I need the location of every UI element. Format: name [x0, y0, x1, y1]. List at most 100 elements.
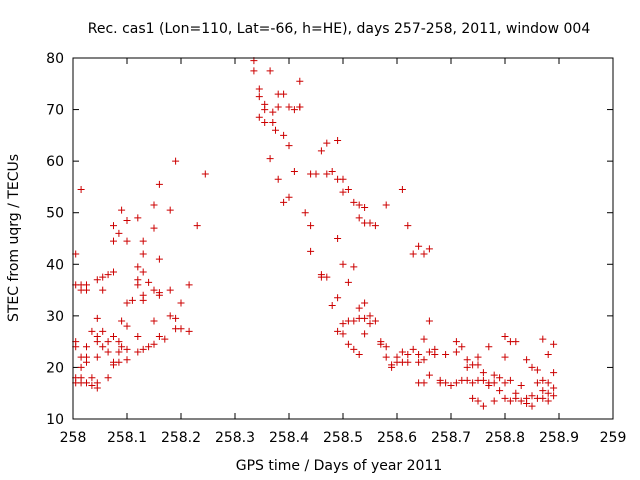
data-point: [134, 332, 142, 340]
data-point: [366, 312, 374, 320]
data-point: [110, 237, 117, 245]
data-point: [350, 345, 358, 353]
x-tick-label: 258.6: [377, 430, 417, 446]
data-point: [404, 358, 412, 366]
data-point: [544, 351, 552, 359]
data-point: [344, 340, 352, 348]
data-point: [512, 338, 520, 346]
data-points: [72, 57, 558, 410]
data-point: [550, 369, 558, 377]
data-point: [77, 186, 85, 194]
data-point: [420, 356, 428, 364]
data-point: [474, 361, 482, 369]
data-point: [93, 338, 101, 346]
data-point: [544, 379, 552, 387]
data-point: [339, 260, 347, 268]
data-point: [118, 317, 126, 325]
data-point: [290, 106, 298, 114]
data-point: [528, 363, 536, 371]
data-point: [99, 273, 107, 281]
data-point: [155, 255, 163, 263]
data-point: [420, 335, 428, 343]
data-point: [115, 229, 123, 237]
data-point: [161, 335, 169, 343]
data-point: [425, 371, 433, 379]
data-point: [99, 327, 107, 335]
data-point: [250, 67, 258, 75]
data-point: [88, 374, 96, 382]
data-point: [123, 356, 131, 364]
data-point: [155, 180, 163, 188]
data-point: [447, 381, 455, 389]
data-point: [512, 394, 520, 402]
data-point: [128, 296, 136, 304]
data-point: [123, 345, 131, 353]
data-point: [490, 371, 498, 379]
data-point: [442, 379, 450, 387]
data-point: [193, 222, 201, 230]
y-tick-label: 40: [46, 257, 64, 273]
data-point: [528, 392, 536, 400]
data-point: [274, 103, 282, 111]
data-point: [496, 374, 504, 382]
x-tick-label: 258.5: [323, 430, 363, 446]
data-point: [307, 222, 315, 230]
data-point: [496, 387, 504, 395]
data-point: [544, 397, 552, 405]
data-point: [334, 327, 342, 335]
data-point: [166, 312, 174, 320]
data-point: [420, 379, 428, 387]
data-point: [139, 250, 147, 258]
data-point: [539, 387, 547, 395]
data-point: [150, 224, 158, 232]
y-tick-label: 50: [46, 206, 64, 222]
data-point: [350, 198, 358, 206]
data-point: [280, 198, 288, 206]
data-point: [501, 353, 509, 361]
data-point: [123, 299, 131, 307]
data-point: [398, 186, 406, 194]
data-point: [139, 345, 147, 353]
data-point: [469, 379, 477, 387]
data-point: [382, 201, 390, 209]
data-point: [88, 327, 96, 335]
data-point: [371, 317, 379, 325]
data-point: [145, 343, 153, 351]
data-point: [344, 186, 352, 194]
data-point: [474, 397, 482, 405]
data-point: [334, 294, 342, 302]
data-point: [118, 343, 126, 351]
data-point: [272, 126, 279, 134]
data-point: [361, 330, 369, 338]
data-point: [339, 320, 347, 328]
data-point: [115, 348, 123, 356]
data-point: [334, 137, 342, 145]
data-point: [301, 209, 309, 217]
data-point: [269, 108, 277, 116]
data-point: [463, 356, 471, 364]
data-point: [355, 201, 363, 209]
data-point: [382, 343, 390, 351]
data-point: [328, 302, 336, 310]
data-point: [377, 340, 385, 348]
data-point: [350, 263, 358, 271]
x-tick-label: 258.1: [107, 430, 147, 446]
data-point: [533, 379, 541, 387]
data-point: [490, 397, 498, 405]
data-point: [452, 348, 460, 356]
data-point: [517, 397, 525, 405]
data-point: [118, 206, 126, 214]
data-point: [458, 343, 466, 351]
data-point: [134, 281, 142, 289]
data-point: [150, 286, 158, 294]
data-point: [490, 379, 498, 387]
data-point: [261, 106, 269, 114]
data-point: [266, 67, 274, 75]
data-point: [415, 242, 423, 250]
data-point: [255, 113, 263, 121]
data-point: [409, 250, 417, 258]
data-point: [296, 103, 304, 111]
data-point: [550, 392, 558, 400]
y-tick-label: 30: [46, 309, 64, 325]
data-point: [269, 118, 277, 126]
